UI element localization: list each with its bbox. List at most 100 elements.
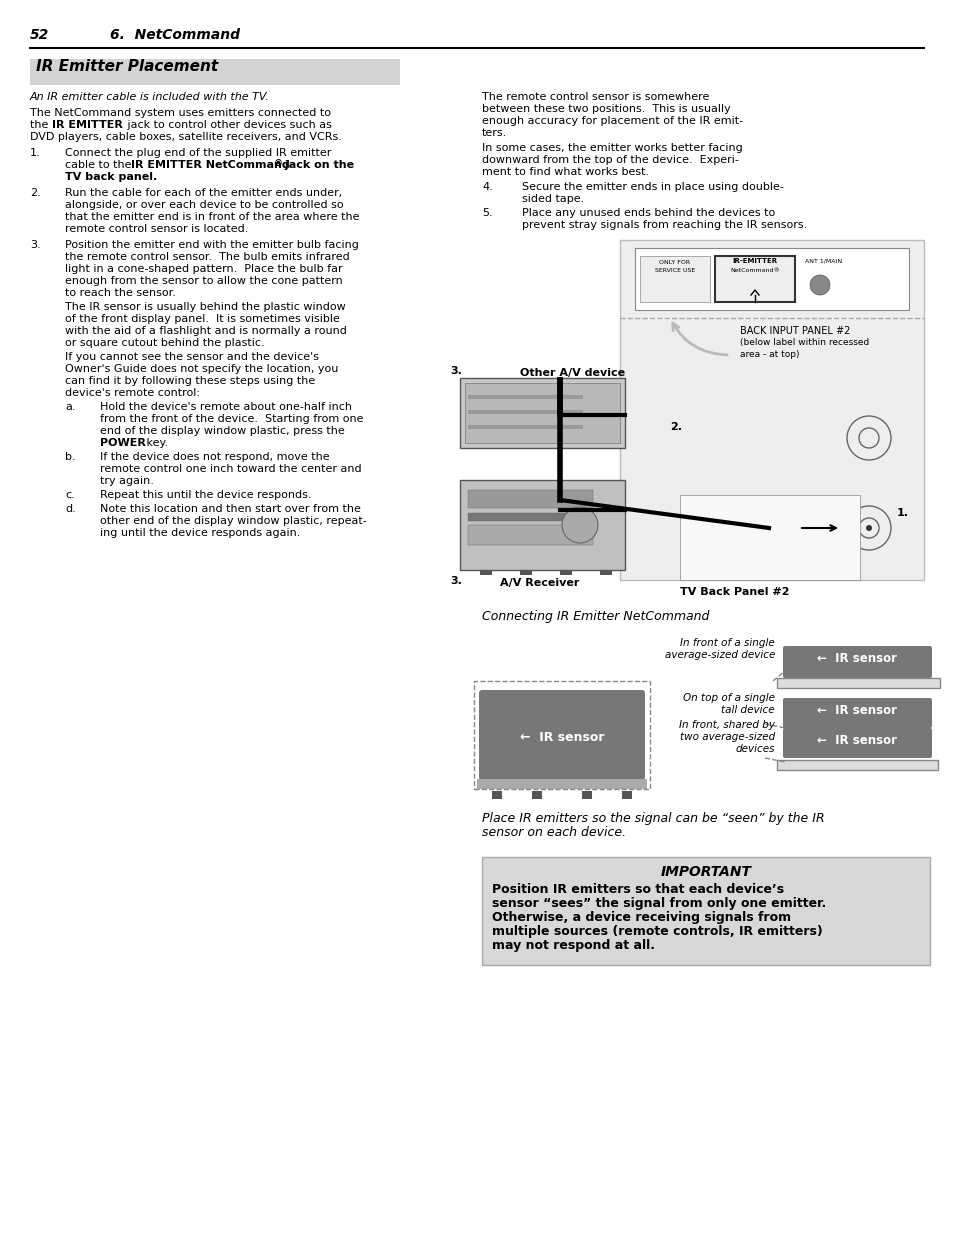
Text: prevent stray signals from reaching the IR sensors.: prevent stray signals from reaching the …: [521, 220, 806, 230]
FancyBboxPatch shape: [782, 698, 931, 727]
Text: ←  IR sensor: ← IR sensor: [816, 652, 896, 664]
Text: 5.: 5.: [481, 207, 492, 219]
Text: 3.: 3.: [30, 240, 41, 249]
Bar: [474, 680, 649, 789]
Bar: [532, 790, 541, 799]
Text: 1.: 1.: [896, 508, 908, 517]
Text: downward from the top of the device.  Experi-: downward from the top of the device. Exp…: [481, 156, 739, 165]
Bar: [714, 256, 794, 303]
Text: In front of a single: In front of a single: [679, 638, 774, 648]
Text: devices: devices: [735, 743, 774, 755]
Text: c.: c.: [65, 490, 74, 500]
Text: IR Emitter Placement: IR Emitter Placement: [36, 59, 218, 74]
Bar: [468, 395, 582, 399]
Text: In some cases, the emitter works better facing: In some cases, the emitter works better …: [481, 143, 742, 153]
Text: ters.: ters.: [481, 128, 507, 138]
Bar: [581, 790, 592, 799]
Bar: [619, 240, 923, 580]
FancyArrowPatch shape: [672, 324, 726, 354]
Text: ←  IR sensor: ← IR sensor: [816, 704, 896, 718]
Text: The NetCommand system uses emitters connected to: The NetCommand system uses emitters conn…: [30, 107, 331, 119]
Text: On top of a single: On top of a single: [682, 693, 774, 703]
Text: area - at top): area - at top): [740, 350, 799, 359]
Text: ®: ®: [274, 161, 283, 169]
FancyBboxPatch shape: [776, 760, 937, 769]
Text: IR EMITTER NetCommand: IR EMITTER NetCommand: [131, 161, 290, 170]
Text: Place any unused ends behind the devices to: Place any unused ends behind the devices…: [521, 207, 775, 219]
Text: ing until the device responds again.: ing until the device responds again.: [100, 529, 300, 538]
Text: If you cannot see the sensor and the device's: If you cannot see the sensor and the dev…: [65, 352, 318, 362]
Bar: [459, 378, 624, 448]
Text: 1.: 1.: [30, 148, 41, 158]
Bar: [599, 571, 612, 576]
Text: of the front display panel.  It is sometimes visible: of the front display panel. It is someti…: [65, 314, 339, 324]
Bar: [481, 857, 929, 965]
Text: Run the cable for each of the emitter ends under,: Run the cable for each of the emitter en…: [65, 188, 342, 198]
Text: An IR emitter cable is included with the TV.: An IR emitter cable is included with the…: [30, 91, 270, 103]
FancyBboxPatch shape: [782, 727, 931, 758]
Text: try again.: try again.: [100, 475, 153, 487]
Text: Otherwise, a device receiving signals from: Otherwise, a device receiving signals fr…: [492, 911, 790, 924]
Text: Other A/V device: Other A/V device: [519, 368, 624, 378]
FancyBboxPatch shape: [782, 646, 931, 678]
Text: sensor on each device.: sensor on each device.: [481, 826, 625, 839]
Bar: [559, 571, 572, 576]
Text: from the front of the device.  Starting from one: from the front of the device. Starting f…: [100, 414, 363, 424]
Text: ONLY FOR: ONLY FOR: [659, 261, 690, 266]
Text: ANT 1/MAIN: ANT 1/MAIN: [804, 258, 841, 263]
Text: Place IR emitters so the signal can be “seen” by the IR: Place IR emitters so the signal can be “…: [481, 811, 823, 825]
Text: device's remote control:: device's remote control:: [65, 388, 200, 398]
Text: If the device does not respond, move the: If the device does not respond, move the: [100, 452, 330, 462]
Text: Position the emitter end with the emitter bulb facing: Position the emitter end with the emitte…: [65, 240, 358, 249]
Bar: [468, 513, 593, 521]
Text: Secure the emitter ends in place using double-: Secure the emitter ends in place using d…: [521, 182, 783, 191]
Bar: [30, 59, 399, 85]
Text: the: the: [30, 120, 51, 130]
Bar: [621, 790, 631, 799]
Text: 4.: 4.: [481, 182, 493, 191]
Text: enough from the sensor to allow the cone pattern: enough from the sensor to allow the cone…: [65, 275, 342, 287]
Text: (below label within recessed: (below label within recessed: [740, 338, 868, 347]
Text: The remote control sensor is somewhere: The remote control sensor is somewhere: [481, 91, 709, 103]
Text: Position IR emitters so that each device’s: Position IR emitters so that each device…: [492, 883, 783, 897]
Circle shape: [809, 275, 829, 295]
FancyBboxPatch shape: [476, 779, 646, 789]
Text: to reach the sensor.: to reach the sensor.: [65, 288, 175, 298]
Text: remote control sensor is located.: remote control sensor is located.: [65, 224, 248, 233]
Bar: [468, 410, 582, 414]
Text: enough accuracy for placement of the IR emit-: enough accuracy for placement of the IR …: [481, 116, 742, 126]
Bar: [519, 571, 532, 576]
Text: Hold the device's remote about one-half inch: Hold the device's remote about one-half …: [100, 403, 352, 412]
Text: 2.: 2.: [669, 422, 681, 432]
Text: TV Back Panel #2: TV Back Panel #2: [679, 587, 789, 597]
Text: b.: b.: [65, 452, 75, 462]
Bar: [479, 571, 492, 576]
Bar: [492, 790, 501, 799]
Text: light in a cone-shaped pattern.  Place the bulb far: light in a cone-shaped pattern. Place th…: [65, 264, 342, 274]
FancyBboxPatch shape: [478, 690, 644, 781]
Text: d.: d.: [65, 504, 75, 514]
Text: ment to find what works best.: ment to find what works best.: [481, 167, 648, 177]
Text: In front, shared by: In front, shared by: [679, 720, 774, 730]
Bar: [639, 256, 709, 303]
Text: POWER: POWER: [100, 438, 146, 448]
Text: Note this location and then start over from the: Note this location and then start over f…: [100, 504, 360, 514]
Bar: [464, 383, 619, 443]
Text: Connect the plug end of the supplied IR emitter: Connect the plug end of the supplied IR …: [65, 148, 331, 158]
Text: 3.: 3.: [450, 366, 461, 375]
Text: Owner's Guide does not specify the location, you: Owner's Guide does not specify the locat…: [65, 364, 338, 374]
Text: 52: 52: [30, 28, 50, 42]
Text: 3.: 3.: [450, 576, 461, 585]
Text: jack to control other devices such as: jack to control other devices such as: [124, 120, 332, 130]
Bar: [768, 524, 799, 532]
Text: BACK INPUT PANEL #2: BACK INPUT PANEL #2: [740, 326, 849, 336]
Text: tall device: tall device: [720, 705, 774, 715]
Text: cable to the: cable to the: [65, 161, 135, 170]
Bar: [468, 490, 593, 508]
Text: NetCommand®: NetCommand®: [729, 268, 779, 273]
Text: key.: key.: [143, 438, 168, 448]
Text: end of the display window plastic, press the: end of the display window plastic, press…: [100, 426, 344, 436]
Text: average-sized device: average-sized device: [664, 650, 774, 659]
Bar: [679, 495, 859, 580]
Text: DVD players, cable boxes, satellite receivers, and VCRs.: DVD players, cable boxes, satellite rece…: [30, 132, 341, 142]
